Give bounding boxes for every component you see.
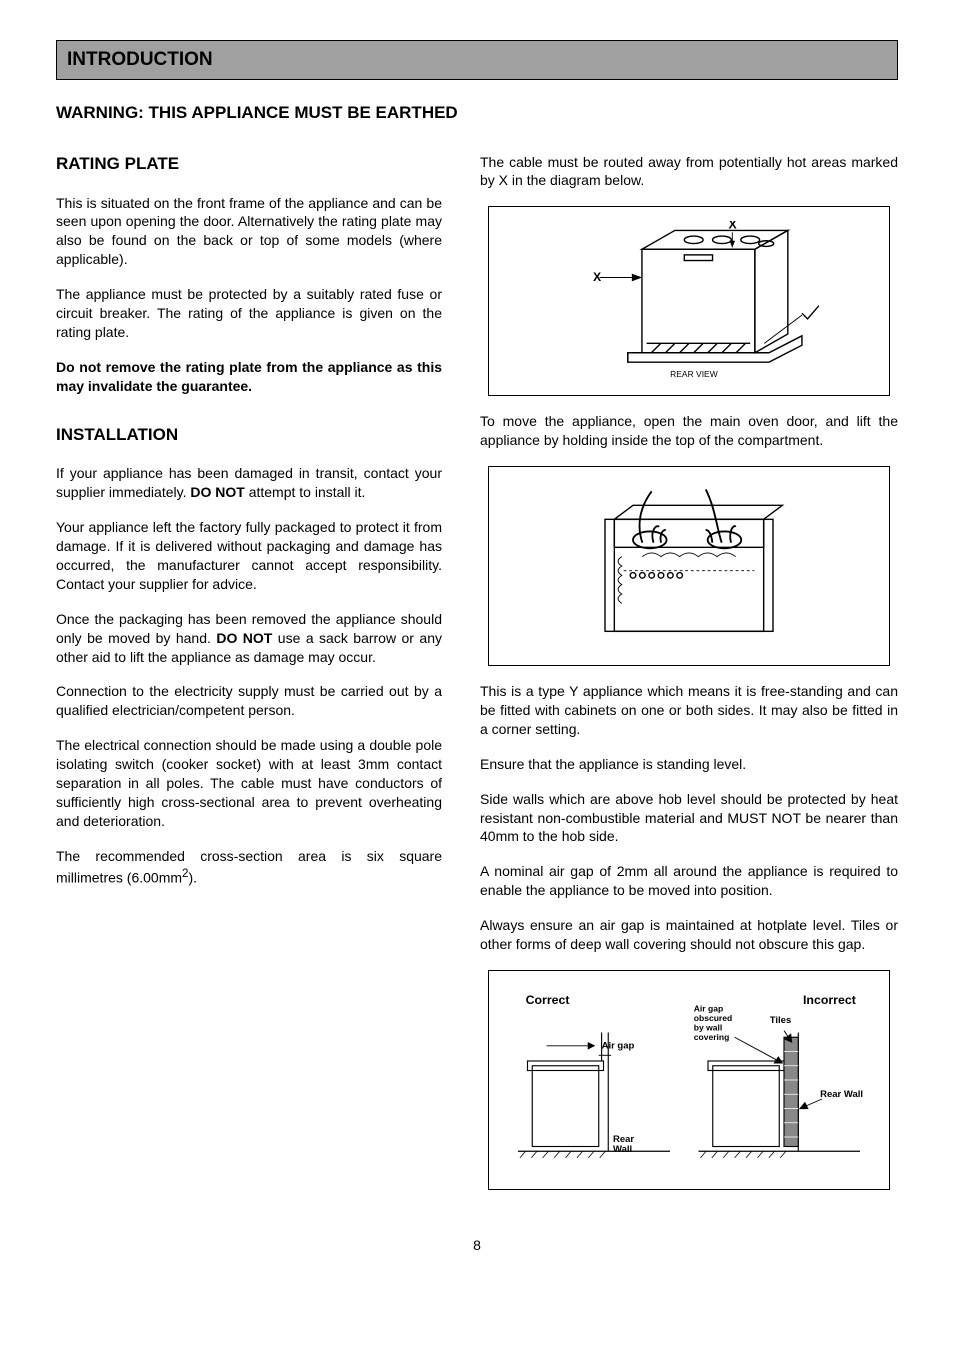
tiles-label: Tiles xyxy=(770,1015,791,1026)
correct-label: Correct xyxy=(526,993,570,1007)
rear-view-svg: X X REAR VIEW xyxy=(519,221,859,381)
level-para: Ensure that the appliance is standing le… xyxy=(480,755,898,774)
install-para1: If your appliance has been damaged in tr… xyxy=(56,464,442,502)
install-para2: Your appliance left the factory fully pa… xyxy=(56,518,442,594)
svg-text:X: X xyxy=(729,221,738,232)
move-appliance-para: To move the appliance, open the main ove… xyxy=(480,412,898,450)
install-para6: The recommended cross-section area is si… xyxy=(56,847,442,887)
rear-view-diagram: X X REAR VIEW xyxy=(488,206,890,396)
airgap-diagram: Correct xyxy=(488,970,890,1190)
rearwall-label-right: Rear Wall xyxy=(820,1089,863,1100)
cable-routing-para: The cable must be routed away from poten… xyxy=(480,153,898,191)
left-column: RATING PLATE This is situated on the fro… xyxy=(56,147,442,1206)
rear-view-label: REAR VIEW xyxy=(670,370,718,380)
install-para5: The electrical connection should be made… xyxy=(56,736,442,830)
sidewalls-para: Side walls which are above hob level sho… xyxy=(480,790,898,847)
install-para6-c: ). xyxy=(189,869,198,885)
rating-plate-heading: RATING PLATE xyxy=(56,153,442,176)
install-para1-c: attempt to install it. xyxy=(245,484,366,500)
airgap-label: Air gap xyxy=(602,1041,635,1052)
lifting-svg xyxy=(549,477,829,655)
obscured-label: Air gap obscured by wall covering xyxy=(694,1004,735,1043)
airgap-nominal-para: A nominal air gap of 2mm all around the … xyxy=(480,862,898,900)
rearwall-label-left: Rear Wall xyxy=(613,1134,637,1155)
airgap-svg: Correct xyxy=(499,981,879,1179)
rating-plate-warning: Do not remove the rating plate from the … xyxy=(56,358,442,396)
incorrect-label: Incorrect xyxy=(803,993,856,1007)
lifting-diagram xyxy=(488,466,890,666)
banner-title: INTRODUCTION xyxy=(67,47,887,73)
install-para3: Once the packaging has been removed the … xyxy=(56,610,442,667)
install-para6-a: The recommended cross-section area is si… xyxy=(56,848,442,886)
section-banner: INTRODUCTION xyxy=(56,40,898,80)
type-y-para: This is a type Y appliance which means i… xyxy=(480,682,898,739)
svg-text:X: X xyxy=(593,271,602,285)
rating-plate-para2: The appliance must be protected by a sui… xyxy=(56,285,442,342)
airgap-hotplate-para: Always ensure an air gap is maintained a… xyxy=(480,916,898,954)
install-para1-donot: DO NOT xyxy=(190,484,244,500)
installation-heading: INSTALLATION xyxy=(56,424,442,447)
page-number: 8 xyxy=(56,1236,898,1255)
right-column: The cable must be routed away from poten… xyxy=(480,147,898,1206)
rating-plate-para1: This is situated on the front frame of t… xyxy=(56,194,442,270)
two-column-layout: RATING PLATE This is situated on the fro… xyxy=(56,147,898,1206)
earthing-warning: WARNING: THIS APPLIANCE MUST BE EARTHED xyxy=(56,102,898,125)
install-para3-donot: DO NOT xyxy=(216,630,272,646)
install-para4: Connection to the electricity supply mus… xyxy=(56,682,442,720)
